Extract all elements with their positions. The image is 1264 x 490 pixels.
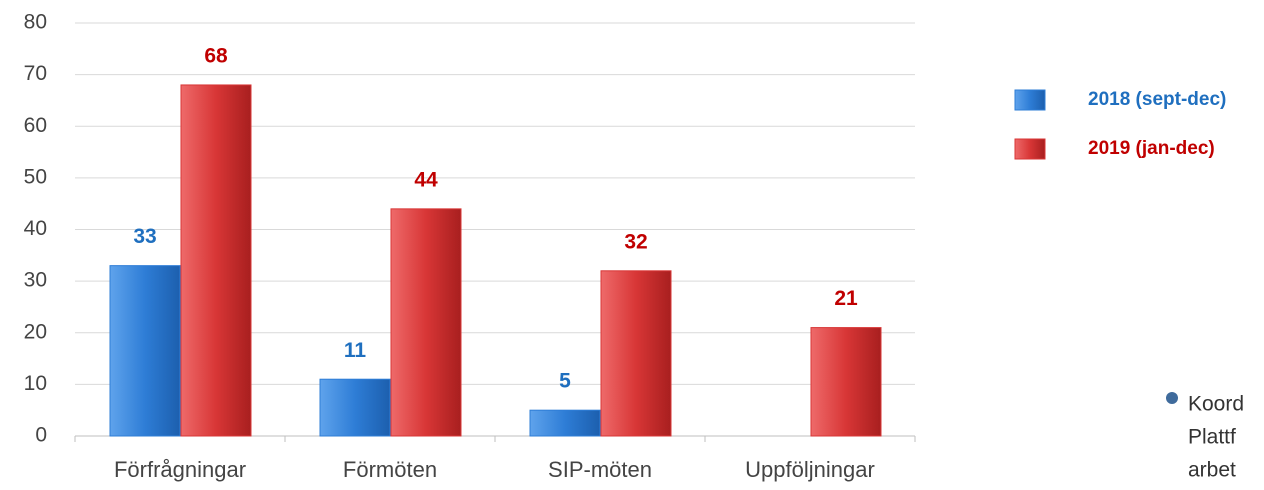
value-label: 21	[834, 287, 858, 310]
y-tick-label: 20	[24, 320, 47, 343]
y-tick-label: 50	[24, 165, 47, 188]
y-tick-label: 10	[24, 372, 47, 395]
y-tick-label: 70	[24, 62, 47, 85]
legend-label: 2019 (jan-dec)	[1088, 138, 1215, 159]
bar	[109, 265, 181, 437]
x-tick-label: Uppföljningar	[745, 457, 875, 482]
y-tick-label: 0	[35, 424, 47, 447]
legend-swatch	[1014, 138, 1046, 160]
legend-label: 2018 (sept-dec)	[1088, 89, 1226, 110]
y-tick-label: 30	[24, 269, 47, 292]
bullet	[1166, 392, 1178, 404]
value-label: 33	[133, 225, 156, 248]
bar	[529, 409, 601, 437]
bar	[810, 327, 882, 437]
x-tick-label: Förmöten	[343, 457, 437, 482]
legend-swatch	[1014, 89, 1046, 111]
y-tick-label: 80	[24, 11, 47, 34]
value-label: 5	[559, 370, 571, 393]
bar	[180, 84, 252, 437]
x-tick-label: Förfrågningar	[114, 457, 246, 482]
note-text: Koord	[1188, 393, 1244, 416]
bar	[319, 378, 391, 437]
y-tick-label: 60	[24, 114, 47, 137]
value-label: 32	[624, 230, 647, 253]
bar	[390, 208, 462, 437]
x-tick-label: SIP-möten	[548, 457, 652, 482]
bar	[600, 270, 672, 437]
note-text: arbet	[1188, 459, 1236, 482]
y-tick-label: 40	[24, 217, 47, 240]
note-text: Plattf	[1188, 426, 1236, 449]
value-label: 44	[414, 168, 438, 191]
value-label: 68	[204, 44, 228, 67]
value-label: 11	[344, 339, 367, 362]
